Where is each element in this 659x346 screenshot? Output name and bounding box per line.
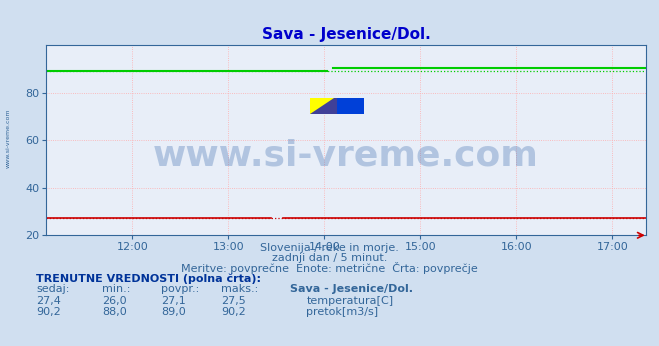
Text: povpr.:: povpr.:: [161, 284, 200, 294]
Title: Sava - Jesenice/Dol.: Sava - Jesenice/Dol.: [262, 27, 430, 43]
Text: 27,1: 27,1: [161, 297, 186, 307]
Text: Meritve: povprečne  Enote: metrične  Črta: povprečje: Meritve: povprečne Enote: metrične Črta:…: [181, 262, 478, 274]
Text: 90,2: 90,2: [36, 307, 61, 317]
Text: www.si-vreme.com: www.si-vreme.com: [153, 138, 539, 172]
Bar: [337, 98, 364, 113]
Text: temperatura[C]: temperatura[C]: [306, 297, 393, 307]
Text: 88,0: 88,0: [102, 307, 127, 317]
Text: Sava - Jesenice/Dol.: Sava - Jesenice/Dol.: [290, 284, 413, 294]
Text: 27,4: 27,4: [36, 297, 61, 307]
Text: TRENUTNE VREDNOSTI (polna črta):: TRENUTNE VREDNOSTI (polna črta):: [36, 273, 261, 284]
Text: www.si-vreme.com: www.si-vreme.com: [5, 109, 11, 168]
Text: Slovenija / reke in morje.: Slovenija / reke in morje.: [260, 243, 399, 253]
Text: 90,2: 90,2: [221, 307, 246, 317]
Text: sedaj:: sedaj:: [36, 284, 70, 294]
Text: maks.:: maks.:: [221, 284, 258, 294]
Polygon shape: [310, 98, 364, 113]
Text: 27,5: 27,5: [221, 297, 246, 307]
Text: pretok[m3/s]: pretok[m3/s]: [306, 307, 378, 317]
Text: zadnji dan / 5 minut.: zadnji dan / 5 minut.: [272, 253, 387, 263]
Text: 26,0: 26,0: [102, 297, 127, 307]
Text: min.:: min.:: [102, 284, 130, 294]
Bar: [310, 98, 337, 113]
Text: 89,0: 89,0: [161, 307, 186, 317]
